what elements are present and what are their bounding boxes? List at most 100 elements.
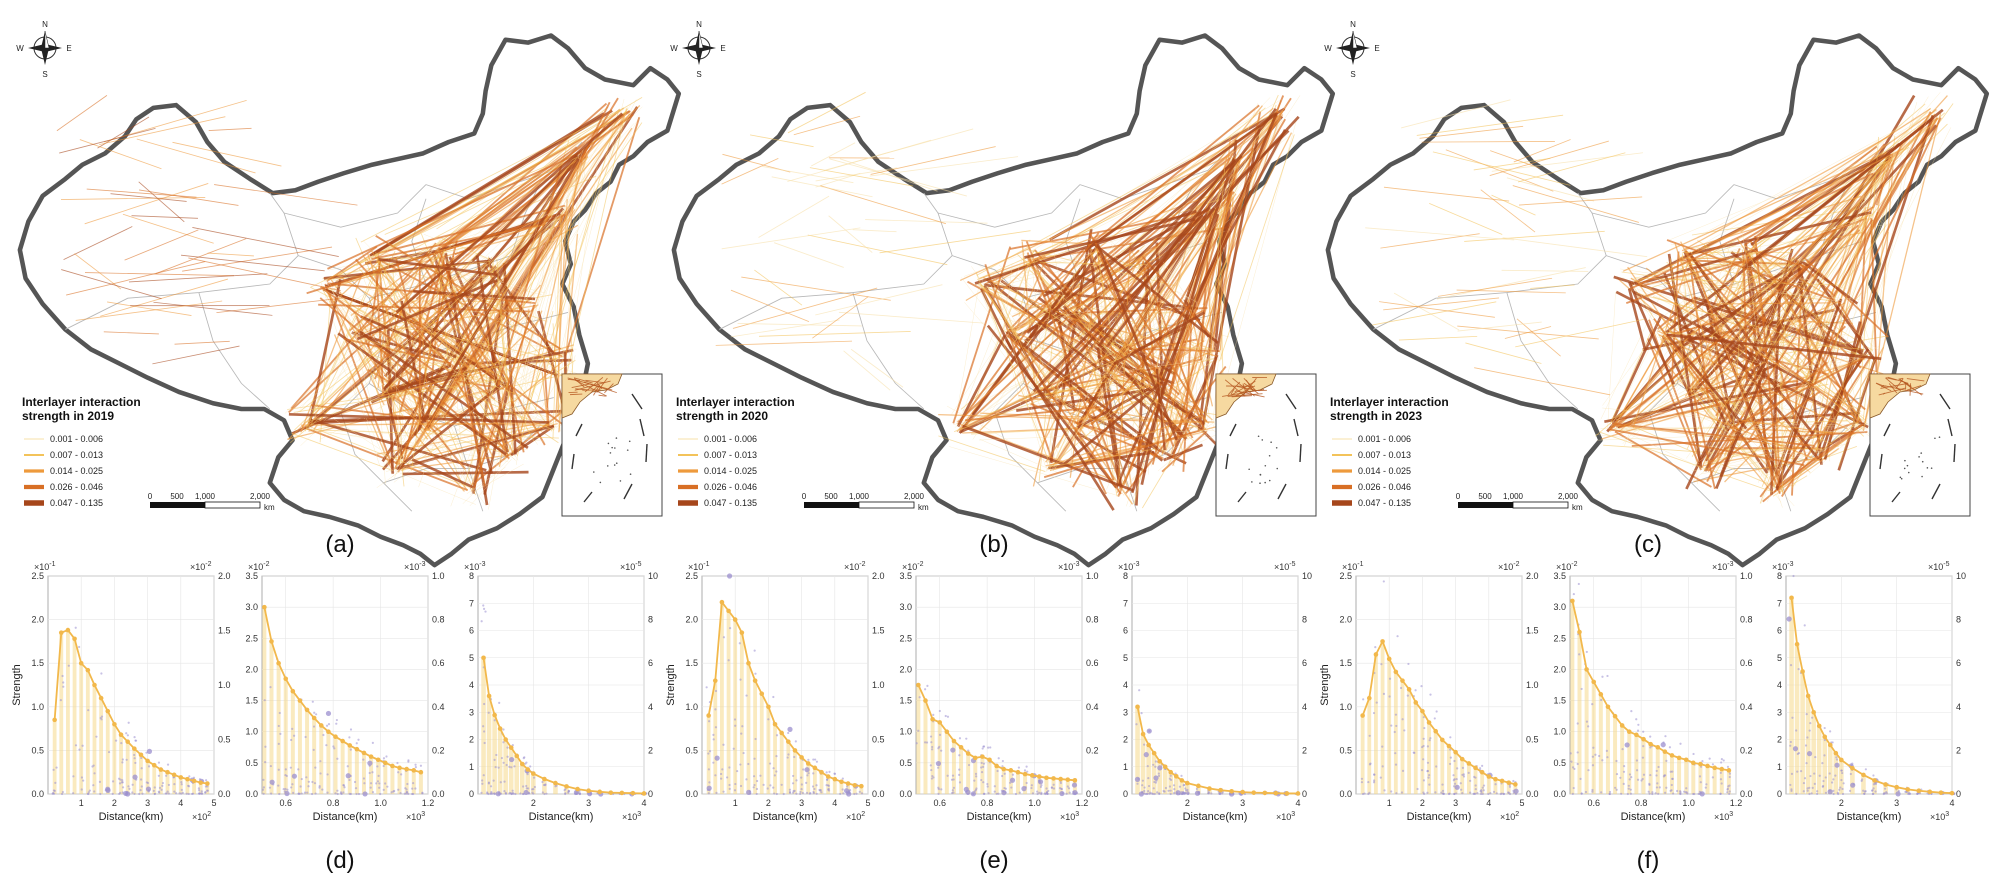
scatter-point [1195, 791, 1200, 796]
scatter-point [1709, 758, 1711, 760]
scatter-point [199, 793, 201, 795]
mean-point [1285, 791, 1290, 796]
scatter-point [1816, 793, 1818, 795]
scatter-point [321, 788, 323, 790]
scatter-point [1649, 774, 1651, 776]
scatter-point [787, 727, 792, 732]
scatter-point [141, 793, 143, 795]
mean-point [492, 713, 497, 718]
mean-point [916, 683, 921, 688]
scatter-point [930, 764, 932, 766]
scatter-point [186, 793, 188, 795]
scatter-point [1791, 773, 1793, 775]
scatter-point [940, 750, 942, 752]
scatter-point [1463, 773, 1465, 775]
scatter-point [1394, 731, 1396, 733]
mean-point [205, 781, 210, 786]
scatter-point [812, 785, 814, 787]
scatter-point [133, 793, 135, 795]
scatter-point [1657, 793, 1659, 795]
inset-island [616, 462, 618, 464]
x-tick-label: 1.2 [1076, 798, 1089, 808]
scatter-point [100, 717, 102, 719]
scatter-point [741, 725, 743, 727]
scatter-point [759, 775, 761, 777]
scale-unit-label: km [264, 503, 275, 512]
x-tick-label: 3 [799, 798, 804, 808]
scatter-point [168, 792, 170, 794]
mean-point [1001, 767, 1006, 772]
scatter-point [284, 788, 286, 790]
scatter-point [315, 713, 317, 715]
scatter-point [1140, 712, 1142, 714]
scatter-point [502, 728, 504, 730]
scatter-point [1787, 616, 1792, 621]
scatter-point [1904, 791, 1906, 793]
scatter-point [1789, 745, 1791, 747]
scatter-point [1001, 790, 1003, 792]
scatter-point [133, 736, 135, 738]
scatter-point [1863, 793, 1865, 795]
scatter-point [1067, 785, 1069, 787]
scatter-point [1803, 782, 1805, 784]
mean-point [172, 773, 177, 778]
y2-exponent-label: ×10-3 [1712, 561, 1734, 572]
x-tick-label: 1.2 [1730, 798, 1743, 808]
scatter-point [1436, 710, 1438, 712]
scatter-point [707, 752, 709, 754]
mean-point [487, 694, 492, 699]
scatter-point [772, 787, 774, 789]
distribution-bar [1691, 763, 1695, 794]
inset-dash-line [646, 444, 647, 462]
inset-island [1270, 441, 1272, 443]
scatter-point [481, 620, 483, 622]
scatter-point [501, 757, 503, 759]
scatter-point [60, 699, 62, 701]
scatter-point [1187, 793, 1189, 795]
scatter-point [816, 793, 818, 795]
scale-tick-label: 1,000 [1503, 492, 1524, 501]
scatter-point [493, 780, 495, 782]
scatter-point [846, 793, 848, 795]
scatter-point [1480, 790, 1482, 792]
scatter-point [1072, 782, 1077, 787]
exp-base: ×10 [1714, 812, 1729, 822]
distribution-bar [1467, 763, 1471, 794]
scatter-point [160, 789, 162, 791]
scatter-point [1630, 789, 1632, 791]
y-tick-label: 2.5 [1553, 633, 1566, 643]
scatter-point [1872, 774, 1874, 776]
scatter-point [1421, 746, 1423, 748]
scatter-point [503, 762, 505, 764]
scatter-point [958, 769, 960, 771]
legend-item-label: 0.047 - 0.135 [704, 498, 757, 508]
mean-point [1141, 732, 1146, 737]
x-axis-label: Distance(km) [1621, 811, 1686, 823]
scatter-point [828, 785, 830, 787]
scatter-point [1421, 769, 1423, 771]
scatter-point [1577, 722, 1579, 724]
scatter-point [304, 792, 306, 794]
scatter-point [812, 758, 814, 760]
mean-point [819, 770, 824, 775]
scatter-point [1003, 787, 1005, 789]
scatter-point [1615, 760, 1617, 762]
scatter-point [1383, 789, 1385, 791]
legend-item-label: 0.001 - 0.006 [50, 434, 103, 444]
scatter-point [1570, 761, 1572, 763]
scale-tick-label: 0 [148, 492, 153, 501]
scatter-point [269, 686, 271, 688]
scatter-point [1503, 793, 1505, 795]
distribution-bar [93, 685, 97, 794]
y2-tick-label: 1.0 [432, 571, 445, 581]
inset-island [1904, 460, 1906, 462]
scatter-point [745, 778, 747, 780]
scatter-point [1053, 787, 1055, 789]
scatter-point [483, 703, 485, 705]
mean-point [959, 745, 964, 750]
distribution-bar [412, 770, 416, 794]
scatter-point [188, 793, 190, 795]
y2-tick-label: 0.0 [1526, 789, 1539, 799]
legend-item-label: 0.014 - 0.025 [1358, 466, 1411, 476]
